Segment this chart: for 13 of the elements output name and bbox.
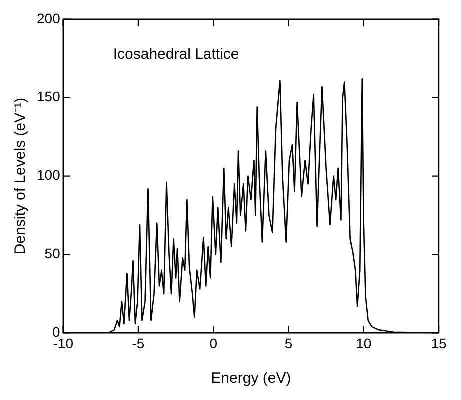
y-tick-label: 0: [52, 324, 61, 340]
x-tick-label: 15: [431, 335, 447, 352]
x-tick-label: -5: [132, 335, 145, 352]
x-tick-label: 5: [284, 335, 293, 352]
x-tick-label: 10: [356, 335, 372, 352]
y-tick-label: 100: [37, 167, 61, 184]
x-axis-title: Energy (eV): [211, 370, 292, 388]
y-tick-label: 50: [44, 246, 61, 262]
x-tick-label: 0: [210, 335, 218, 352]
y-tick-label: 150: [37, 88, 61, 105]
annotation: Icosahedral Lattice: [113, 46, 240, 64]
y-axis-title: Density of Levels (eV⁻¹): [12, 98, 30, 255]
y-tick-label: 200: [37, 10, 61, 26]
